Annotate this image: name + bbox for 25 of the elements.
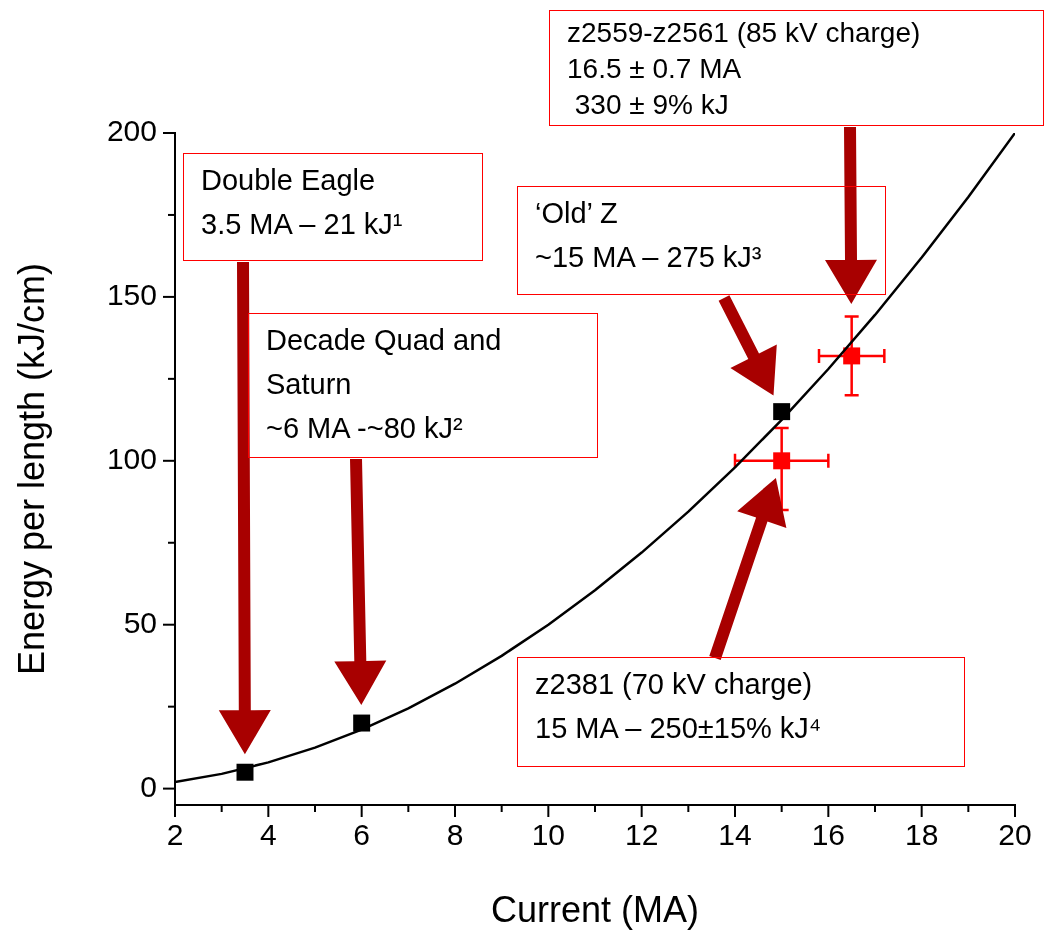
annotation: ‘Old’ Z ~15 MA – 275 kJ³: [535, 196, 763, 275]
x-tick-label: 4: [259, 818, 277, 852]
point: [843, 347, 861, 365]
text: z2559-z2561 (85 kV charge) 16.5 ± 0.7 MA 330 ± 9% kJ: [567, 16, 922, 122]
x-tick-label: 12: [624, 818, 659, 852]
x-tick-label: 16: [811, 818, 846, 852]
x-tick-label: 6: [353, 818, 371, 852]
x-axis-title: Current (MA): [490, 889, 700, 931]
x-tick-label: 8: [446, 818, 464, 852]
point: [773, 403, 791, 421]
x-tick-label: 10: [531, 818, 566, 852]
x-tick-label: 18: [904, 818, 939, 852]
y-tick-label: 150: [106, 278, 157, 312]
y-tick-label: 0: [140, 769, 157, 803]
x-tick-label: 14: [718, 818, 752, 852]
y-tick-label: 100: [106, 442, 157, 476]
point: [773, 452, 791, 470]
y-tick-label: 200: [106, 114, 157, 148]
y-axis-title: Energy per length (kJ/cm): [10, 262, 52, 676]
x-tick-label: 2: [166, 818, 184, 852]
annotation: z2381 (70 kV charge) 15 MA – 250±15% kJ⁴: [535, 667, 823, 746]
y-tick-label: 50: [123, 605, 157, 639]
annotation: Double Eagle 3.5 MA – 21 kJ¹: [201, 163, 404, 242]
x-tick-label: 20: [998, 818, 1032, 852]
annotation: Decade Quad and Saturn ~6 MA -~80 kJ²: [266, 323, 503, 446]
